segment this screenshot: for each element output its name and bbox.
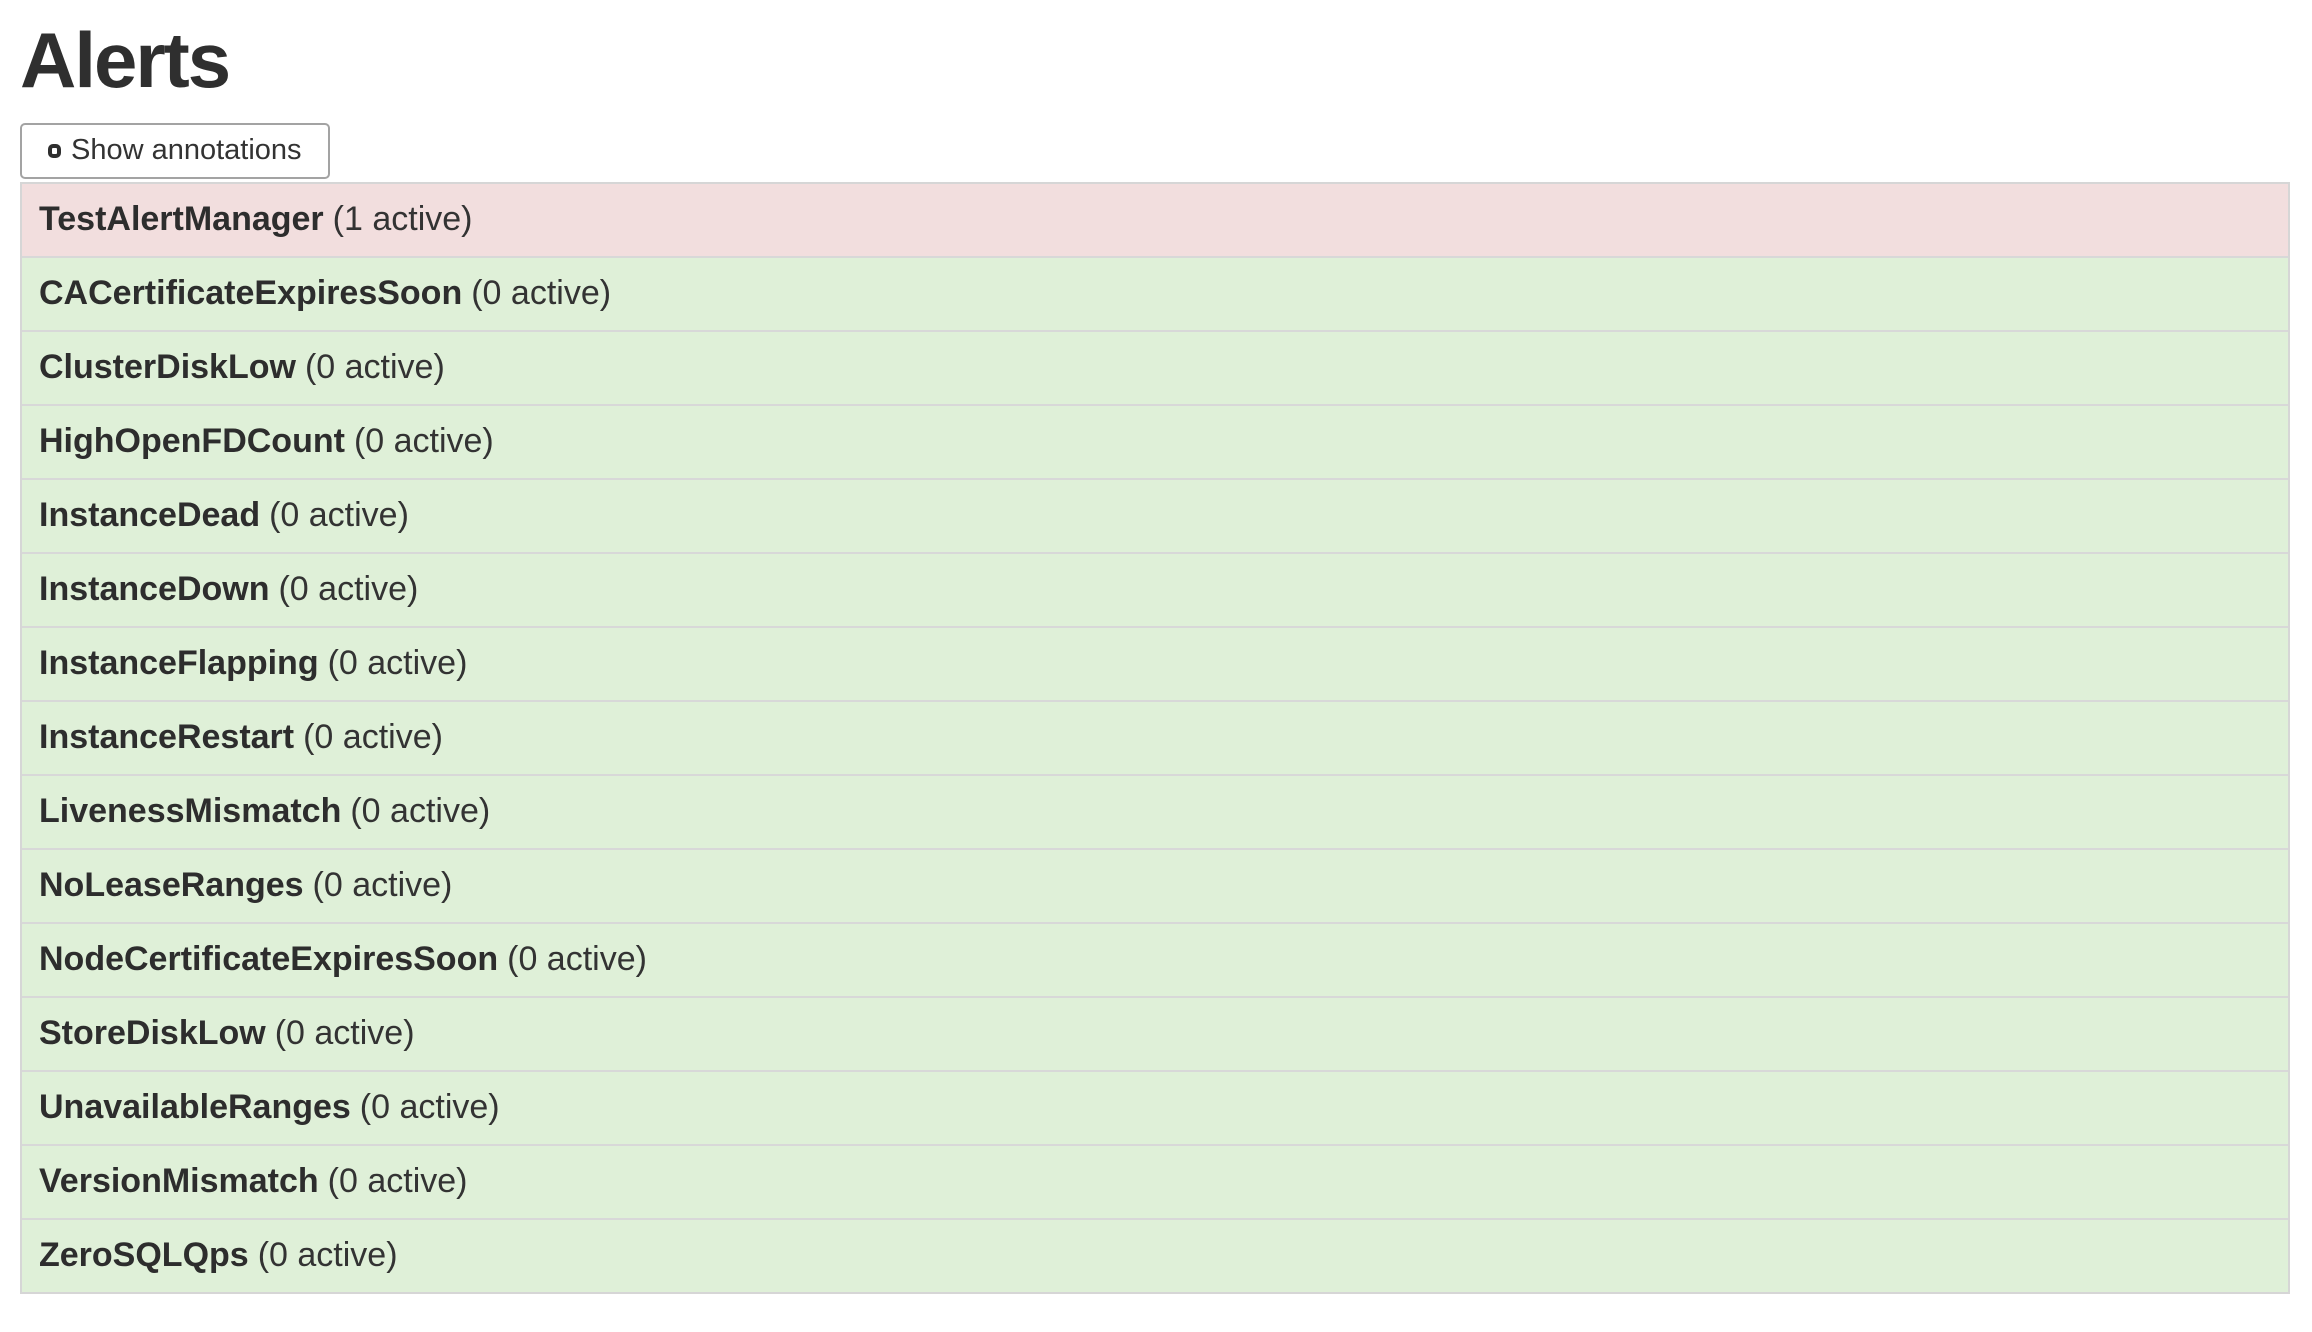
alert-rule-name: ClusterDiskLow [39, 348, 296, 387]
show-annotations-button[interactable]: Show annotations [20, 122, 330, 179]
alert-rule-row[interactable]: StoreDiskLow (0 active) [22, 997, 2288, 1072]
alert-active-count: (0 active) [327, 644, 468, 683]
page-title: Alerts [20, 16, 231, 104]
alert-rule-row[interactable]: LivenessMismatch (0 active) [22, 775, 2288, 850]
alert-rule-name: ZeroSQLQps [39, 1236, 249, 1275]
alert-active-count: (0 active) [353, 422, 494, 461]
alert-rule-row[interactable]: VersionMismatch (0 active) [22, 1145, 2288, 1220]
alert-active-count: (0 active) [471, 274, 612, 313]
alert-active-count: (0 active) [274, 1014, 415, 1053]
alert-active-count: (0 active) [350, 792, 491, 831]
alert-rule-name: LivenessMismatch [39, 792, 342, 831]
alert-active-count: (0 active) [269, 496, 409, 535]
alert-rule-name: NodeCertificateExpiresSoon [39, 940, 499, 979]
alert-rule-name: InstanceDown [39, 570, 270, 609]
alerts-page: Alerts Show annotations TestAlertManager… [20, 16, 2290, 1294]
alert-rule-row[interactable]: CACertificateExpiresSoon (0 active) [22, 257, 2288, 332]
alert-rule-name: StoreDiskLow [39, 1014, 266, 1053]
alert-rule-name: NoLeaseRanges [39, 866, 304, 905]
show-annotations-label: Show annotations [71, 134, 302, 167]
alert-rule-name: HighOpenFDCount [39, 422, 345, 461]
alert-active-count: (0 active) [327, 1162, 468, 1201]
alert-active-count: (0 active) [304, 348, 445, 387]
alert-rule-name: UnavailableRanges [39, 1088, 351, 1127]
alert-active-count: (0 active) [312, 866, 453, 905]
alert-rule-row[interactable]: NoLeaseRanges (0 active) [22, 849, 2288, 924]
alert-rule-row[interactable]: InstanceDown (0 active) [22, 553, 2288, 628]
alert-rule-row[interactable]: InstanceFlapping (0 active) [22, 627, 2288, 702]
alert-rule-row[interactable]: HighOpenFDCount (0 active) [22, 405, 2288, 480]
alert-rule-row[interactable]: UnavailableRanges (0 active) [22, 1071, 2288, 1146]
alert-rule-row[interactable]: InstanceDead (0 active) [22, 479, 2288, 554]
alert-active-count: (0 active) [303, 718, 443, 757]
alert-rule-row[interactable]: TestAlertManager (1 active) [22, 183, 2288, 258]
alert-active-count: (0 active) [359, 1088, 500, 1127]
alert-rule-name: InstanceFlapping [39, 644, 319, 683]
checkbox-unchecked-icon [48, 143, 61, 158]
alert-active-count: (0 active) [278, 570, 419, 609]
alert-rule-name: InstanceDead [39, 496, 261, 535]
alert-rule-name: TestAlertManager [39, 200, 324, 239]
alert-rule-name: InstanceRestart [39, 718, 295, 757]
alert-rule-row[interactable]: ZeroSQLQps (0 active) [22, 1219, 2288, 1292]
alert-rule-name: CACertificateExpiresSoon [39, 274, 463, 313]
alert-active-count: (1 active) [332, 200, 473, 239]
alert-rule-row[interactable]: ClusterDiskLow (0 active) [22, 331, 2288, 406]
alerts-table: TestAlertManager (1 active) CACertificat… [20, 181, 2290, 1294]
alert-active-count: (0 active) [257, 1236, 398, 1275]
alert-active-count: (0 active) [507, 940, 647, 979]
alert-rule-name: VersionMismatch [39, 1162, 319, 1201]
alert-rule-row[interactable]: NodeCertificateExpiresSoon (0 active) [22, 923, 2288, 998]
alert-rule-row[interactable]: InstanceRestart (0 active) [22, 701, 2288, 776]
